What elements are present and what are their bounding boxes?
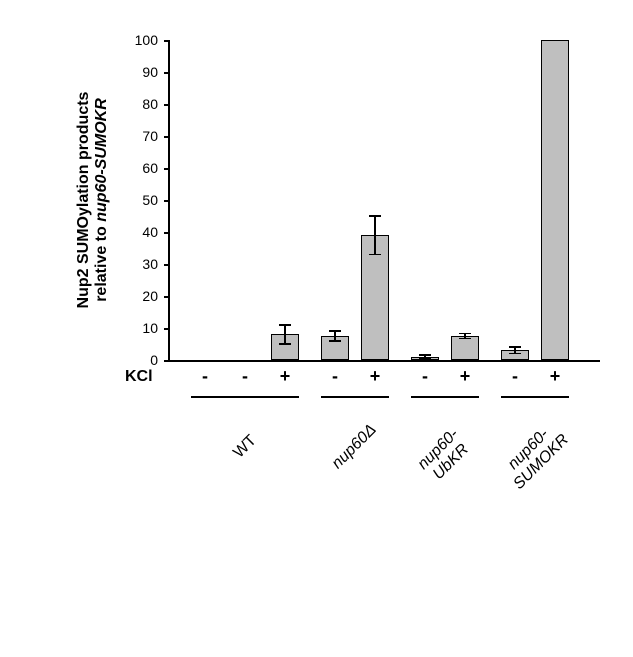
group-underline — [501, 396, 569, 398]
y-tick — [164, 328, 170, 330]
y-tick-label: 20 — [124, 288, 158, 304]
group-underline — [191, 396, 299, 398]
y-tick — [164, 232, 170, 234]
y-tick-label: 10 — [124, 320, 158, 336]
error-cap — [509, 353, 521, 355]
group-label: WT — [185, 438, 305, 456]
plot-area: 0102030405060708090100Nup2 SUMOylation p… — [60, 40, 633, 560]
y-tick — [164, 200, 170, 202]
group-label: nup60- SUMOKR — [475, 438, 595, 474]
error-cap — [279, 324, 291, 326]
error-cap — [419, 354, 431, 356]
y-tick — [164, 296, 170, 298]
bar — [541, 40, 569, 360]
x-axis — [168, 360, 600, 362]
y-tick — [164, 136, 170, 138]
kcl-mark: + — [365, 366, 385, 387]
error-cap — [459, 338, 471, 340]
y-tick-label: 70 — [124, 128, 158, 144]
y-tick-label: 60 — [124, 160, 158, 176]
y-tick-label: 40 — [124, 224, 158, 240]
y-tick — [164, 360, 170, 362]
error-cap — [419, 358, 431, 360]
group-underline — [321, 396, 389, 398]
kcl-label: KCl — [125, 368, 153, 386]
y-tick-label: 0 — [124, 352, 158, 368]
kcl-mark: - — [505, 366, 525, 387]
error-bar — [374, 216, 376, 254]
y-tick-label: 50 — [124, 192, 158, 208]
error-cap — [279, 343, 291, 345]
y-tick — [164, 104, 170, 106]
y-tick — [164, 264, 170, 266]
error-cap — [329, 330, 341, 332]
y-tick-label: 80 — [124, 96, 158, 112]
kcl-mark: + — [455, 366, 475, 387]
bar — [451, 336, 479, 360]
y-tick-label: 30 — [124, 256, 158, 272]
kcl-mark: + — [545, 366, 565, 387]
y-tick-label: 100 — [124, 32, 158, 48]
error-cap — [369, 254, 381, 256]
y-tick-label: 90 — [124, 64, 158, 80]
kcl-mark: + — [275, 366, 295, 387]
error-cap — [509, 346, 521, 348]
kcl-mark: - — [195, 366, 215, 387]
y-tick — [164, 40, 170, 42]
error-bar — [284, 325, 286, 344]
sumoylation-bar-chart: 0102030405060708090100Nup2 SUMOylation p… — [60, 40, 633, 560]
y-tick — [164, 72, 170, 74]
error-cap — [329, 340, 341, 342]
y-axis-title: Nup2 SUMOylation productsrelative to nup… — [75, 40, 111, 360]
y-tick — [164, 168, 170, 170]
kcl-mark: - — [415, 366, 435, 387]
error-cap — [369, 215, 381, 217]
error-cap — [459, 333, 471, 335]
kcl-mark: - — [235, 366, 255, 387]
kcl-mark: - — [325, 366, 345, 387]
group-underline — [411, 396, 479, 398]
